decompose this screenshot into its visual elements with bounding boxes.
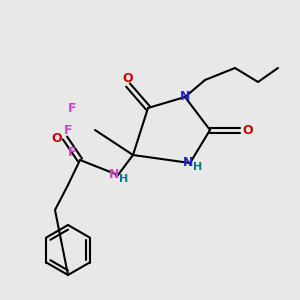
Text: O: O (52, 131, 62, 145)
Text: H: H (119, 174, 129, 184)
Text: H: H (194, 162, 202, 172)
Text: N: N (183, 157, 193, 169)
Text: F: F (68, 146, 76, 158)
Text: N: N (109, 169, 119, 182)
Text: N: N (180, 91, 190, 103)
Text: O: O (123, 71, 133, 85)
Text: F: F (68, 101, 76, 115)
Text: F: F (64, 124, 72, 136)
Text: O: O (243, 124, 253, 136)
